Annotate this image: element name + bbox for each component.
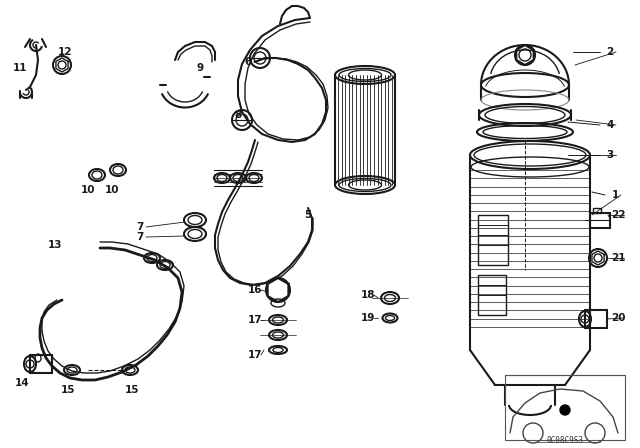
Text: 21: 21 (611, 253, 625, 263)
Text: 5: 5 (305, 210, 312, 220)
Text: 15: 15 (125, 385, 140, 395)
Bar (593, 208, 601, 213)
Text: 7: 7 (136, 232, 144, 242)
Text: 10: 10 (81, 185, 95, 195)
Text: 11: 11 (13, 63, 28, 73)
Bar (505, 375, 625, 440)
Text: 14: 14 (15, 378, 29, 388)
Text: 17: 17 (248, 315, 262, 325)
Text: 18: 18 (361, 290, 375, 300)
Text: 13: 13 (48, 240, 62, 250)
Text: 20: 20 (611, 313, 625, 323)
Text: 1: 1 (611, 190, 619, 200)
Text: 12: 12 (58, 47, 72, 57)
Text: 2: 2 (606, 47, 614, 57)
Text: 7: 7 (136, 222, 144, 232)
Bar (478, 275, 506, 315)
Bar (30, 355, 52, 373)
Text: 22: 22 (611, 210, 625, 220)
Text: 9: 9 (196, 63, 204, 73)
Text: 4: 4 (606, 120, 614, 130)
Text: 15: 15 (61, 385, 76, 395)
Text: 6: 6 (244, 57, 252, 67)
Text: 19: 19 (361, 313, 375, 323)
Text: 10: 10 (105, 185, 119, 195)
Bar (585, 310, 607, 328)
Bar (590, 213, 610, 228)
Text: 16: 16 (248, 285, 262, 295)
Text: 17: 17 (248, 350, 262, 360)
Bar (478, 215, 508, 265)
Text: 3: 3 (606, 150, 614, 160)
Text: 8: 8 (234, 110, 242, 120)
Circle shape (560, 405, 570, 415)
Text: 0C08C9S3: 0C08C9S3 (547, 435, 584, 444)
